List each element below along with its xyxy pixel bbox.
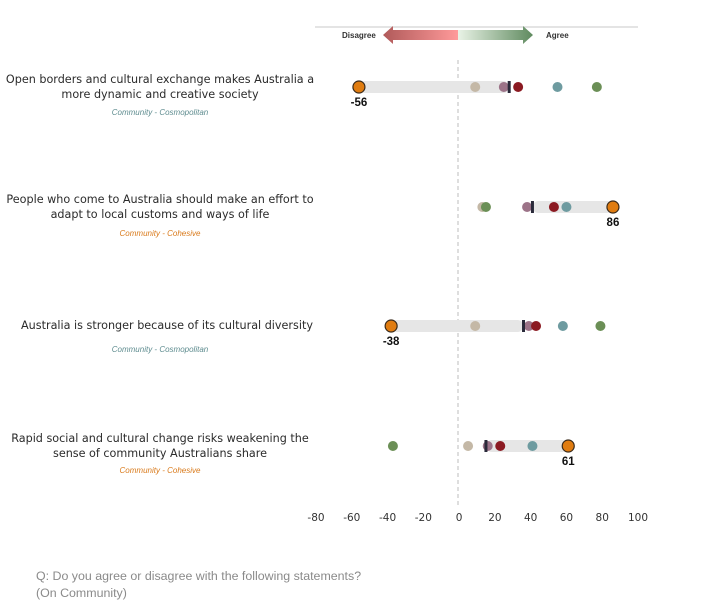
dot-green xyxy=(595,321,606,331)
dot-mauve xyxy=(482,441,493,451)
dot-green xyxy=(480,202,491,212)
legend-disagree-label: Disagree xyxy=(342,31,376,40)
chart-row-4: 61 xyxy=(387,439,575,468)
highlight-value-label: 86 xyxy=(607,217,620,229)
x-tick-label: 100 xyxy=(628,512,648,524)
dot-beige xyxy=(470,321,481,331)
statement-4-line-2: sense of community Australians share xyxy=(52,447,268,460)
statement-4-line-1: Rapid social and cultural change risks w… xyxy=(11,432,309,445)
dot-beige xyxy=(470,82,481,92)
dot-mauve xyxy=(522,202,533,212)
x-tick-label: 0 xyxy=(456,512,463,524)
highlight-value-label: -38 xyxy=(383,336,400,348)
dot-red xyxy=(513,82,524,92)
legend-agree-label: Agree xyxy=(546,31,569,40)
dot-teal xyxy=(527,441,538,451)
dot-teal xyxy=(557,321,568,331)
dot-mauve xyxy=(498,82,509,92)
statement-2-text: People who come to Australia should make… xyxy=(0,192,320,222)
highlight-value-label: -56 xyxy=(351,97,368,109)
dot-red xyxy=(531,321,542,331)
chart-row-1: -56 xyxy=(351,80,602,109)
average-marker xyxy=(522,320,526,332)
dot-teal xyxy=(561,202,572,212)
x-axis: -80 -60 -40 -20 0 20 40 60 80 100 xyxy=(307,512,648,524)
dot-teal xyxy=(552,82,563,92)
statement-4-category: Community - Cohesive xyxy=(119,466,201,475)
statement-1-text: Open borders and cultural exchange makes… xyxy=(0,72,320,102)
statement-1-line-1: Open borders and cultural exchange makes… xyxy=(5,73,315,86)
range-bar xyxy=(532,201,613,213)
rows-layer: -56 86 -38 61 xyxy=(351,80,620,468)
dot-orange-highlight xyxy=(352,80,366,94)
legend-arrow xyxy=(383,26,533,44)
average-marker xyxy=(530,201,534,213)
statement-2-category: Community - Cohesive xyxy=(119,229,201,238)
range-bar xyxy=(391,320,524,332)
question-subtext: (On Community) xyxy=(36,586,127,600)
agree-arrow xyxy=(458,26,533,44)
disagree-arrow xyxy=(383,26,458,44)
chart-row-2: 86 xyxy=(477,200,620,229)
question-text: Q: Do you agree or disagree with the fol… xyxy=(36,569,362,583)
statement-2-line-1: People who come to Australia should make… xyxy=(6,193,314,206)
x-tick-label: 80 xyxy=(596,512,609,524)
average-marker xyxy=(507,81,511,93)
dot-mauve xyxy=(523,321,534,331)
statement-3-category: Community - Cosmopolitan xyxy=(111,345,209,354)
statement-3-text: Australia is stronger because of its cul… xyxy=(14,318,320,333)
x-tick-label: 20 xyxy=(488,512,501,524)
dot-green xyxy=(591,82,602,92)
x-tick-label: -40 xyxy=(379,512,396,524)
dot-red xyxy=(548,202,559,212)
dot-red xyxy=(495,441,506,451)
dot-orange-highlight xyxy=(561,439,575,453)
question-footer: Q: Do you agree or disagree with the fol… xyxy=(36,568,361,602)
range-bar xyxy=(485,440,569,452)
statement-1-category: Community - Cosmopolitan xyxy=(111,108,209,117)
dot-green xyxy=(387,441,398,451)
x-tick-label: 40 xyxy=(524,512,537,524)
x-tick-label: -80 xyxy=(307,512,324,524)
range-bar xyxy=(358,81,510,93)
chart-row-3: -38 xyxy=(383,319,606,348)
dot-orange-highlight xyxy=(606,200,620,214)
statement-1-line-2: more dynamic and creative society xyxy=(61,88,259,101)
x-tick-label: -20 xyxy=(415,512,432,524)
statement-3-line-1: Australia is stronger because of its cul… xyxy=(21,319,313,332)
x-tick-label: 60 xyxy=(560,512,573,524)
dot-orange-highlight xyxy=(384,319,398,333)
statement-2-line-2: adapt to local customs and ways of life xyxy=(50,208,270,221)
dot-beige xyxy=(463,441,474,451)
statement-4-text: Rapid social and cultural change risks w… xyxy=(0,431,320,461)
highlight-value-label: 61 xyxy=(562,456,575,468)
average-marker xyxy=(484,440,488,452)
x-tick-label: -60 xyxy=(343,512,360,524)
